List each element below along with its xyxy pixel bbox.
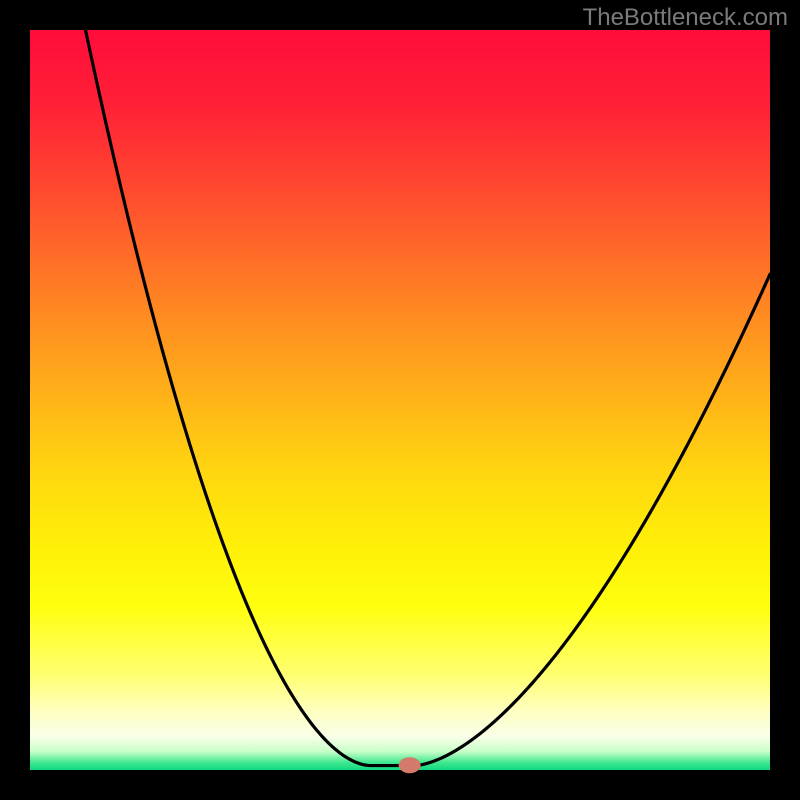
bottleneck-chart (0, 0, 800, 800)
chart-frame: TheBottleneck.com (0, 0, 800, 800)
sweet-spot-marker (399, 757, 421, 773)
plot-background (30, 30, 770, 770)
watermark-text: TheBottleneck.com (583, 4, 788, 32)
